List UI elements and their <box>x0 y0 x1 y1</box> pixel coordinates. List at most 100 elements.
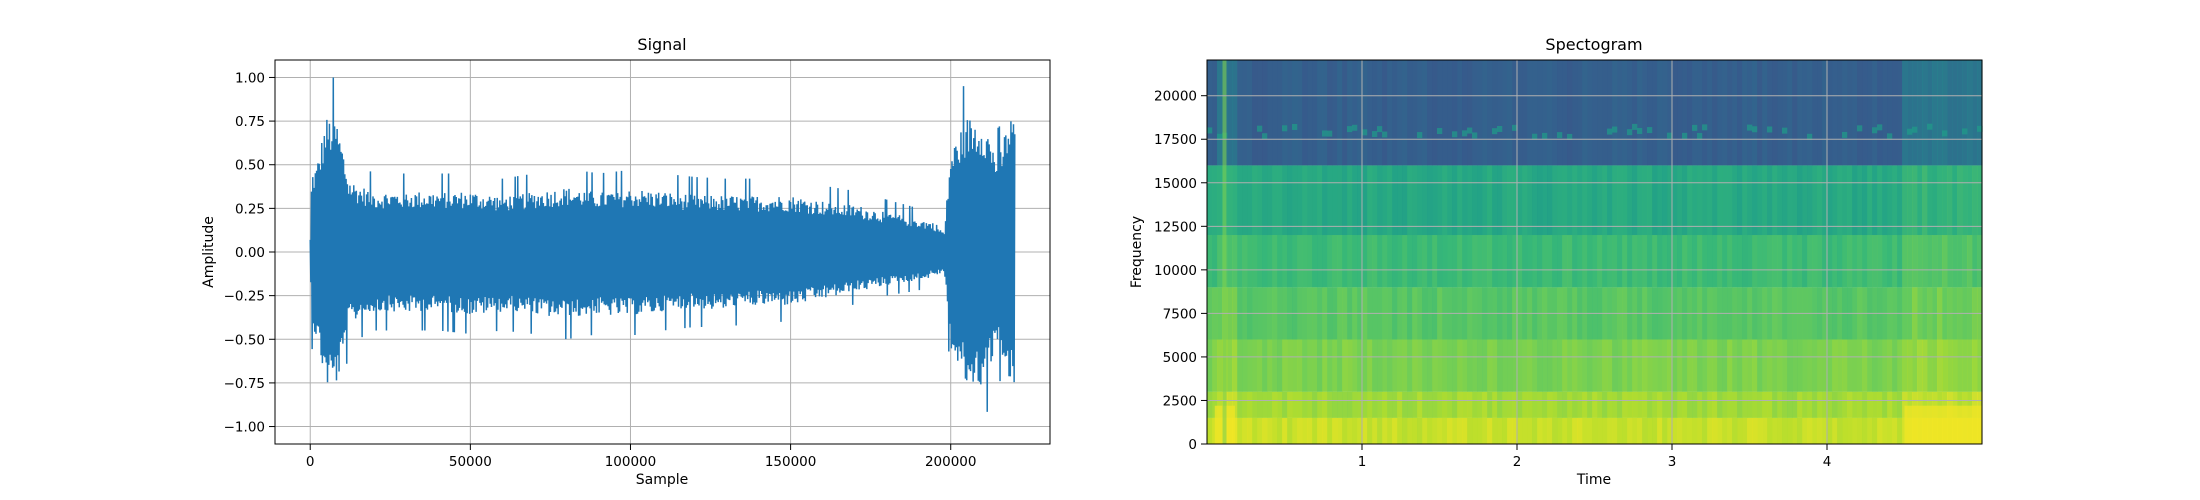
spectrogram-cell <box>1297 391 1303 418</box>
spectrogram-cell <box>1417 235 1423 288</box>
spectrogram-cell <box>1902 165 1908 236</box>
spectrogram-cell <box>1737 417 1743 444</box>
spectrogram-cell <box>1582 235 1588 288</box>
spectrogram-cell <box>1852 339 1858 392</box>
spectrogram-cell <box>1522 417 1528 444</box>
spectrogram-cell <box>1237 165 1243 236</box>
spectrogram-cell <box>1797 417 1803 444</box>
spectrogram-cell <box>1217 60 1223 166</box>
spectrogram-blip <box>1497 125 1503 132</box>
spectrogram-cell <box>1657 391 1663 418</box>
spectrogram-cell <box>1557 417 1563 444</box>
spectrogram-cell <box>1597 165 1603 236</box>
spectrogram-cell <box>1297 339 1303 392</box>
spectrogram-cell <box>1577 417 1583 444</box>
spectrogram-cell <box>1827 391 1833 418</box>
spectrogram-cell <box>1602 339 1608 392</box>
spectrogram-cell <box>1637 391 1643 418</box>
spectrogram-cell <box>1672 417 1678 444</box>
spectrogram-cell <box>1302 165 1308 236</box>
spectrogram-cell <box>1552 235 1558 288</box>
spectrogram-cell <box>1607 391 1613 418</box>
spectrogram-cell <box>1882 235 1888 288</box>
spectrogram-cell <box>1717 60 1723 166</box>
spectrogram-cell <box>1957 339 1963 392</box>
spectrogram-cell <box>1442 60 1448 166</box>
spectrogram-cell <box>1697 165 1703 236</box>
spectrogram-cell <box>1667 339 1673 392</box>
spectrogram-cell <box>1677 417 1683 444</box>
spectrogram-cell <box>1557 235 1563 288</box>
spectrogram-cell <box>1487 235 1493 288</box>
spectrogram-cell <box>1472 417 1478 444</box>
spectrogram-cell <box>1362 339 1368 392</box>
spectrogram-cell <box>1932 60 1938 166</box>
spectrogram-cell <box>1327 165 1333 236</box>
spectrogram-cell <box>1502 391 1508 418</box>
spectrogram-blip <box>1977 125 1983 132</box>
spectrogram-cell <box>1797 391 1803 418</box>
spectrogram-blip <box>1607 128 1613 135</box>
spectrogram-cell <box>1732 391 1738 418</box>
spectrogram-cell <box>1557 391 1563 418</box>
spectrogram-cell <box>1237 417 1243 444</box>
spectrogram-cell <box>1722 60 1728 166</box>
spectrogram-cell <box>1862 417 1868 444</box>
spectrogram-cell <box>1287 391 1293 418</box>
spectrogram-cell <box>1357 165 1363 236</box>
spectrogram-cell <box>1952 60 1958 166</box>
spectrogram-cell <box>1782 339 1788 392</box>
spectrogram-cell <box>1437 417 1443 444</box>
spectrogram-cell <box>1952 391 1958 418</box>
spectrogram-cell <box>1897 165 1903 236</box>
spectrogram-cell <box>1677 235 1683 288</box>
spectrogram-cell <box>1432 417 1438 444</box>
spectrogram-cell <box>1457 417 1463 444</box>
spectrogram-cell <box>1592 235 1598 288</box>
spectrogram-cell <box>1772 235 1778 288</box>
spectrogram-cell <box>1742 60 1748 166</box>
spectrogram-cell <box>1942 165 1948 236</box>
signal-y-tick-label: −1.00 <box>224 420 265 436</box>
spectrogram-cell <box>1242 391 1248 418</box>
spectrogram-cell <box>1387 339 1393 392</box>
spectrogram-cell <box>1562 60 1568 166</box>
spectrogram-cell <box>1347 165 1353 236</box>
spectrogram-cell <box>1882 60 1888 166</box>
spectrogram-cell <box>1842 235 1848 288</box>
spectrogram-cell <box>1372 417 1378 444</box>
spectrogram-cell <box>1512 165 1518 236</box>
spectrogram-cell <box>1272 60 1278 166</box>
signal-x-tick-label: 0 <box>306 454 315 470</box>
spectrogram-cell <box>1527 235 1533 288</box>
spectrogram-cell <box>1642 60 1648 166</box>
spectrogram-cell <box>1542 391 1548 418</box>
spectrogram-cell <box>1627 417 1633 444</box>
spectrogram-cell <box>1272 235 1278 288</box>
spectrogram-cell <box>1417 391 1423 418</box>
spectrogram-cell <box>1772 339 1778 392</box>
spectrogram-cell <box>1557 60 1563 166</box>
spectrogram-cell <box>1662 339 1668 392</box>
spectrogram-cell <box>1972 235 1978 288</box>
spectrogram-cell <box>1977 339 1983 392</box>
spectrogram-cell <box>1977 391 1983 418</box>
spectrogram-cell <box>1832 391 1838 418</box>
spectrogram-cell <box>1262 60 1268 166</box>
spectrogram-cell <box>1887 165 1893 236</box>
spectrogram-cell <box>1957 235 1963 288</box>
spectrogram-cell <box>1462 339 1468 392</box>
spectrogram-cell <box>1732 417 1738 444</box>
spectrogram-cell <box>1567 235 1573 288</box>
spectrogram-cell <box>1387 391 1393 418</box>
spectrogram-cell <box>1567 165 1573 236</box>
spectrogram-cell <box>1722 165 1728 236</box>
spectrogram-cell <box>1357 339 1363 392</box>
spectrogram-cell <box>1207 60 1213 166</box>
spectrogram-blip <box>1257 125 1263 132</box>
spectrogram-cell <box>1537 60 1543 166</box>
spectrogram-cell <box>1707 417 1713 444</box>
spectrogram-cell <box>1407 391 1413 418</box>
spectrogram-cell <box>1457 60 1463 166</box>
signal-y-tick-label: 0.75 <box>235 114 265 130</box>
